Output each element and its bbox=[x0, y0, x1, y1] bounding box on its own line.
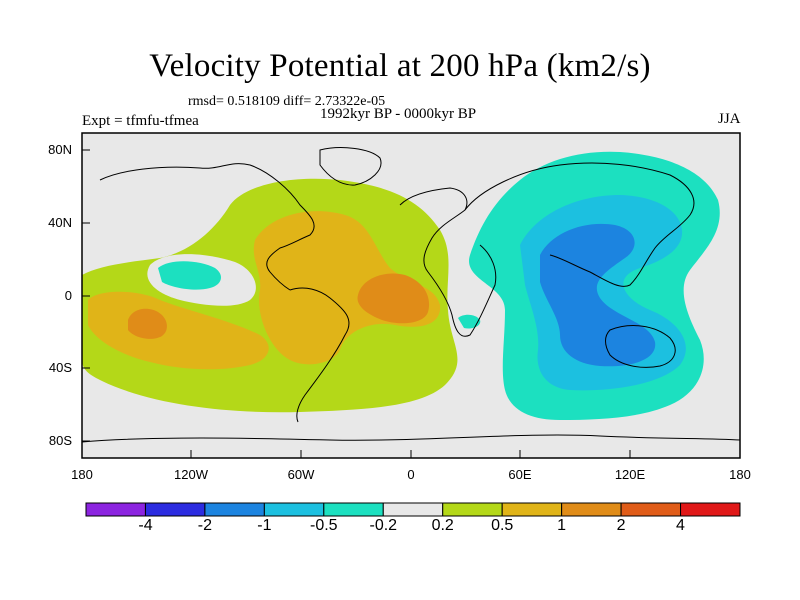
tick-marks bbox=[82, 149, 631, 458]
colorbar-label: 1 bbox=[557, 517, 567, 534]
coastlines bbox=[81, 147, 741, 443]
colorbar-label: -1 bbox=[257, 517, 272, 534]
field-neg-weak-pacific bbox=[158, 261, 222, 290]
colorbar-box-3 bbox=[263, 502, 325, 517]
stats-line: rmsd= 0.518109 diff= 2.73322e-05 bbox=[188, 94, 386, 109]
field-pos-mid-west bbox=[88, 291, 269, 370]
field-pos-mid bbox=[253, 211, 441, 365]
coast-north-america bbox=[99, 163, 315, 291]
colorbar-box-2 bbox=[204, 502, 265, 517]
colorbar-label: -2 bbox=[197, 517, 213, 534]
lat-label-40n: 40N bbox=[48, 215, 72, 230]
plot-title: Velocity Potential at 200 hPa (km2/s) bbox=[149, 48, 651, 84]
colorbar-label: -0.5 bbox=[310, 517, 338, 534]
field-pos-strong-atlantic bbox=[357, 273, 430, 324]
coast-europe-africa bbox=[399, 187, 497, 337]
colorbar-label: 2 bbox=[616, 517, 626, 534]
lon-label-60e: 60E bbox=[508, 467, 532, 482]
contour-fields bbox=[82, 151, 720, 420]
lon-label-180w: 180 bbox=[71, 467, 93, 482]
colorbar-box-5 bbox=[382, 502, 444, 517]
colorbar-box-7 bbox=[501, 502, 563, 517]
colorbar-box-8 bbox=[561, 502, 622, 517]
season-label: JJA bbox=[718, 111, 741, 127]
period-label: 1992kyr BP - 0000kyr BP bbox=[320, 106, 477, 122]
lat-label-40s: 40S bbox=[48, 360, 72, 375]
colorbar-label: 0.5 bbox=[491, 517, 514, 534]
colorbar-box-10 bbox=[680, 502, 741, 517]
colorbar-label: 4 bbox=[676, 517, 685, 534]
colorbar-label: 0.2 bbox=[431, 517, 454, 534]
colorbar-box-4 bbox=[323, 502, 384, 517]
lon-label-120e: 120E bbox=[614, 467, 646, 482]
lon-label-0: 0 bbox=[407, 467, 415, 482]
lon-label-60w: 60W bbox=[287, 467, 315, 482]
colorbar-box-6 bbox=[442, 502, 503, 517]
coast-australia bbox=[605, 325, 676, 368]
lon-label-180e: 180 bbox=[729, 467, 751, 482]
colorbar-label: -4 bbox=[138, 517, 153, 534]
colorbar-box-1 bbox=[144, 502, 206, 517]
coast-asia bbox=[464, 162, 695, 287]
colorbar bbox=[85, 502, 741, 517]
lat-label-80n: 80N bbox=[48, 142, 72, 157]
colorbar-box-0 bbox=[85, 502, 146, 517]
colorbar-box-9 bbox=[620, 502, 682, 517]
field-pos-strong-pacific bbox=[128, 308, 167, 339]
experiment-label: Expt = tfmfu-tfmea bbox=[82, 113, 199, 129]
lon-label-120w: 120W bbox=[174, 467, 208, 482]
colorbar-label: -0.2 bbox=[369, 517, 398, 534]
coast-south-america bbox=[289, 287, 350, 423]
coast-greenland bbox=[319, 147, 382, 186]
field-neg-strong bbox=[540, 223, 656, 367]
field-neg-weak-south-america bbox=[458, 314, 481, 329]
lat-label-eq: 0 bbox=[64, 288, 72, 303]
coast-antarctica bbox=[81, 434, 741, 443]
lat-label-80s: 80S bbox=[48, 433, 72, 448]
